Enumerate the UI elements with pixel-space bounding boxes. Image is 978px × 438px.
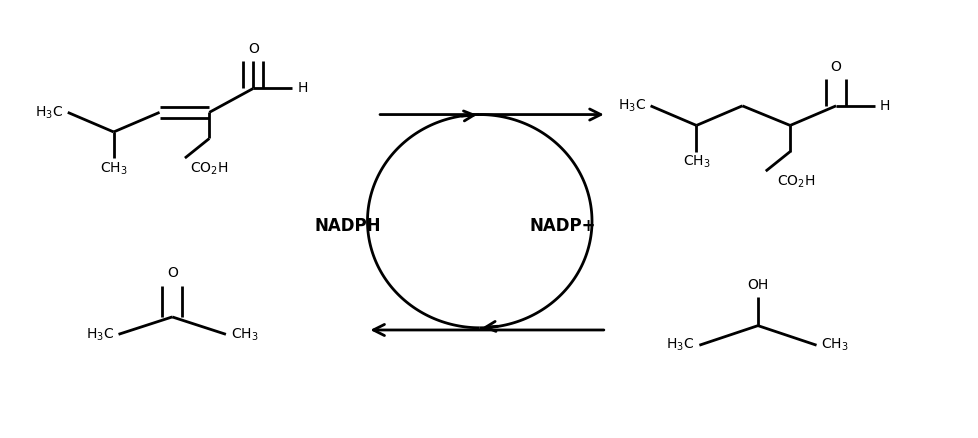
Text: CO$_2$H: CO$_2$H — [777, 173, 815, 190]
Text: H$_3$C: H$_3$C — [85, 326, 113, 343]
Text: H$_3$C: H$_3$C — [617, 98, 645, 114]
Text: NADP+: NADP+ — [529, 216, 596, 234]
Text: CH$_3$: CH$_3$ — [682, 154, 710, 170]
Text: OH: OH — [746, 278, 768, 292]
Text: H: H — [879, 99, 889, 113]
Text: H$_3$C: H$_3$C — [666, 337, 693, 353]
Text: O: O — [166, 266, 177, 280]
Text: H$_3$C: H$_3$C — [35, 104, 63, 120]
Text: O: O — [247, 42, 258, 56]
Text: CH$_3$: CH$_3$ — [231, 326, 258, 343]
Text: NADPH: NADPH — [314, 216, 380, 234]
Text: H: H — [297, 81, 307, 95]
Text: CH$_3$: CH$_3$ — [821, 337, 848, 353]
Text: CH$_3$: CH$_3$ — [100, 160, 127, 177]
Text: O: O — [829, 60, 841, 74]
Text: CO$_2$H: CO$_2$H — [190, 160, 228, 177]
